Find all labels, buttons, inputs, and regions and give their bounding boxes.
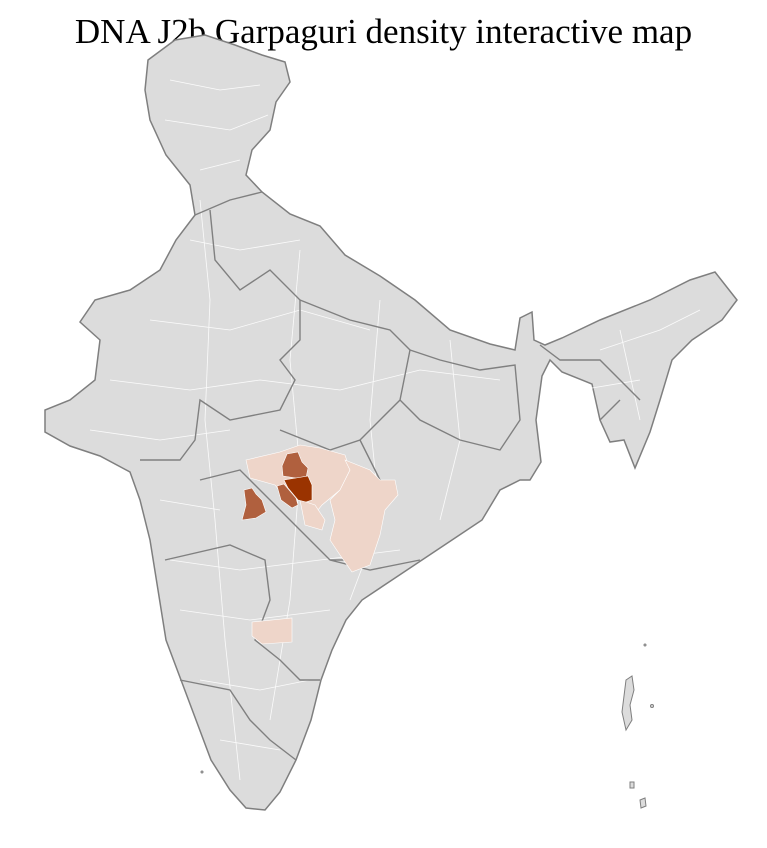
density-regions[interactable] [241,444,399,645]
region-low-density[interactable] [251,617,293,645]
region-high-density[interactable] [283,475,313,503]
region-low-density[interactable] [329,459,399,573]
region-medium-density[interactable] [276,483,299,509]
state-borders [140,191,641,761]
india-outline [44,34,738,811]
region-medium-density[interactable] [241,487,267,521]
india-land[interactable] [44,34,738,811]
andaman-nicobar-islands [200,643,654,809]
region-low-density[interactable] [299,499,326,531]
